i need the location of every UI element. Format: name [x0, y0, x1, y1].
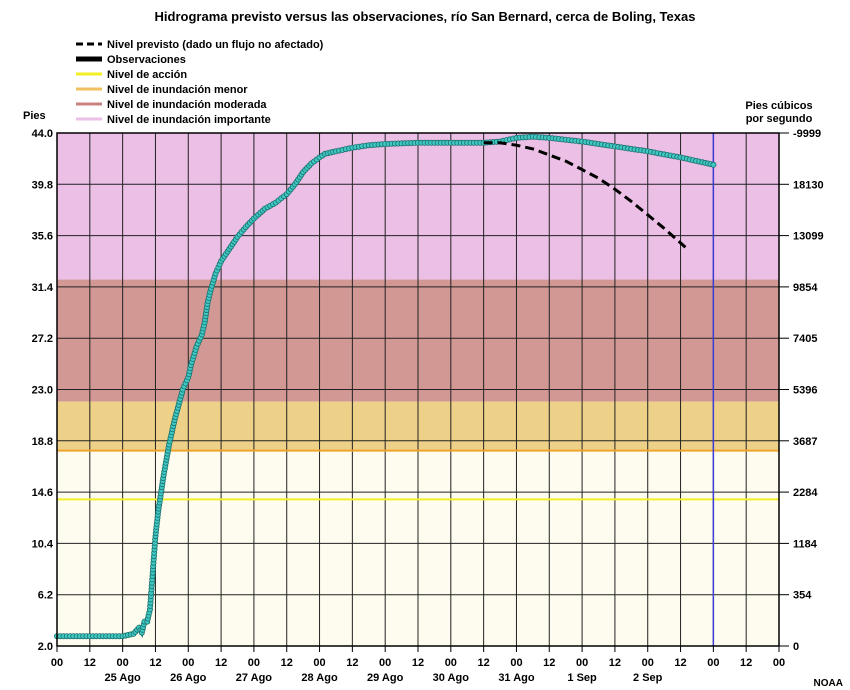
y-tick-label-right-3: 2284 [793, 487, 818, 499]
y-tick-label-left-9: 39.8 [32, 179, 53, 191]
x-date-label-8: 2 Sep [633, 672, 663, 684]
y-tick-label-right-10: -9999 [793, 128, 821, 140]
forecast-line [483, 141, 690, 252]
observation-point-319 [710, 161, 717, 168]
x-tick-label-6: 00 [248, 657, 260, 669]
y-tick-label-left-0: 2.0 [38, 641, 53, 653]
legend-label-4: Nivel de inundación moderada [107, 99, 267, 111]
x-date-label-3: 28 Ago [301, 672, 338, 684]
y-tick-label-right-0: 0 [793, 641, 799, 653]
x-date-label-5: 30 Ago [433, 672, 470, 684]
x-date-label-4: 29 Ago [367, 672, 404, 684]
x-tick-label-3: 12 [149, 657, 161, 669]
y-tick-label-right-1: 354 [793, 590, 812, 602]
x-tick-label-21: 12 [740, 657, 752, 669]
x-tick-label-19: 12 [674, 657, 686, 669]
legend-label-0: Nivel previsto (dado un flujo no afectad… [107, 39, 324, 51]
level-lines [57, 133, 779, 646]
y-axis-left-label: Pies [23, 110, 46, 122]
x-tick-label-20: 00 [707, 657, 719, 669]
x-tick-label-1: 12 [84, 657, 96, 669]
x-tick-label-22: 00 [773, 657, 785, 669]
chart-title: Hidrograma previsto versus las observaci… [155, 9, 696, 24]
y-tick-label-left-10: 44.0 [32, 128, 53, 140]
y-tick-label-left-5: 23.0 [32, 385, 53, 397]
x-tick-label-12: 00 [445, 657, 457, 669]
x-tick-label-17: 12 [609, 657, 621, 669]
x-date-label-7: 1 Sep [567, 672, 597, 684]
y-tick-label-left-8: 35.6 [32, 231, 53, 243]
x-tick-label-9: 12 [346, 657, 358, 669]
y-axis-right-label-1: Pies cúbicos [745, 100, 812, 112]
y-tick-label-left-7: 31.4 [32, 282, 54, 294]
x-tick-label-18: 00 [642, 657, 654, 669]
legend-label-3: Nivel de inundación menor [107, 84, 248, 96]
y-tick-label-left-3: 14.6 [32, 487, 53, 499]
y-tick-label-right-7: 9854 [793, 282, 818, 294]
y-tick-label-right-4: 3687 [793, 436, 817, 448]
x-date-label-6: 31 Ago [498, 672, 535, 684]
y-tick-label-right-2: 1184 [793, 538, 818, 550]
y-tick-label-right-6: 7405 [793, 333, 817, 345]
legend-label-1: Observaciones [107, 54, 186, 66]
credit-label: NOAA [814, 678, 843, 689]
x-tick-label-8: 00 [313, 657, 325, 669]
x-tick-label-7: 12 [281, 657, 293, 669]
x-tick-label-15: 12 [543, 657, 555, 669]
x-tick-label-16: 00 [576, 657, 588, 669]
y-tick-label-left-1: 6.2 [38, 590, 53, 602]
x-tick-label-4: 00 [182, 657, 194, 669]
legend-label-5: Nivel de inundación importante [107, 114, 271, 126]
x-tick-label-0: 00 [51, 657, 63, 669]
y-tick-label-left-2: 10.4 [32, 538, 54, 550]
x-tick-label-11: 12 [412, 657, 424, 669]
y-tick-label-right-9: 18130 [793, 179, 824, 191]
x-date-label-1: 26 Ago [170, 672, 207, 684]
x-tick-label-2: 00 [117, 657, 129, 669]
axes: 2.0 0 6.2 354 10.4 1184 14.6 2284 18.8 3687 23.0 53… [32, 128, 824, 684]
legend: Nivel previsto (dado un flujo no afectad… [76, 39, 324, 126]
x-tick-label-13: 12 [478, 657, 490, 669]
x-tick-label-5: 12 [215, 657, 227, 669]
y-tick-label-right-5: 5396 [793, 385, 817, 397]
x-date-label-2: 27 Ago [236, 672, 273, 684]
x-date-label-0: 25 Ago [105, 672, 142, 684]
x-tick-label-14: 00 [510, 657, 522, 669]
y-tick-label-left-6: 27.2 [32, 333, 53, 345]
y-tick-label-right-8: 13099 [793, 231, 824, 243]
series-layer [54, 133, 717, 640]
x-tick-label-10: 00 [379, 657, 391, 669]
legend-label-2: Nivel de acción [107, 69, 187, 81]
y-tick-label-left-4: 18.8 [32, 436, 53, 448]
y-axis-right-label-2: por segundo [746, 113, 813, 125]
